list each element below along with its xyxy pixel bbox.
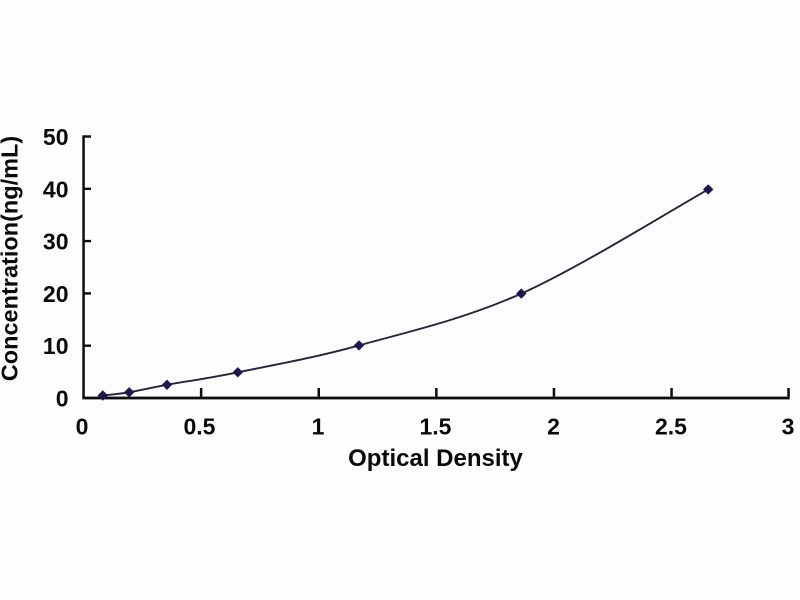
svg-text:30: 30 <box>43 229 69 255</box>
svg-text:3: 3 <box>782 414 795 440</box>
svg-text:50: 50 <box>43 124 69 150</box>
svg-text:Optical Density: Optical Density <box>348 445 523 472</box>
svg-text:1: 1 <box>312 414 325 440</box>
svg-text:20: 20 <box>43 281 69 307</box>
svg-text:0: 0 <box>76 414 89 440</box>
svg-text:0.5: 0.5 <box>184 414 216 440</box>
svg-text:0: 0 <box>56 386 69 412</box>
svg-text:2.5: 2.5 <box>655 414 687 440</box>
svg-text:40: 40 <box>43 176 69 202</box>
svg-text:2: 2 <box>547 414 560 440</box>
svg-text:Concentration(ng/mL): Concentration(ng/mL) <box>0 136 23 381</box>
svg-text:10: 10 <box>43 333 69 359</box>
svg-text:1.5: 1.5 <box>420 414 452 440</box>
